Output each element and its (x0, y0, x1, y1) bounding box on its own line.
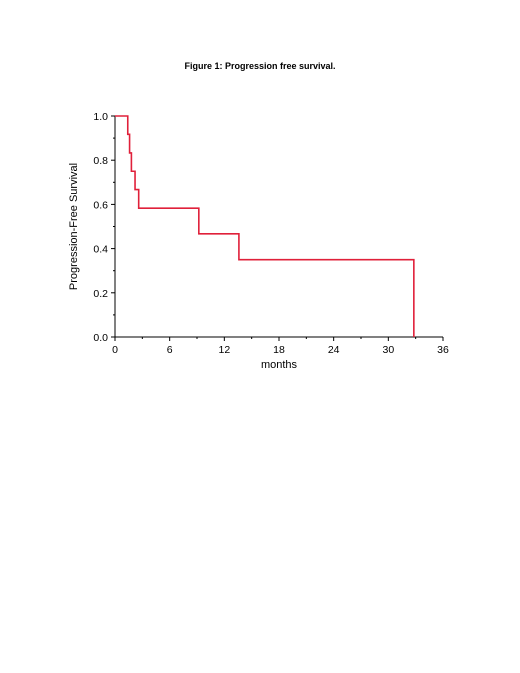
survival-curve-line (115, 115, 415, 337)
chart-ticks: 0 6 12 18 24 30 36 0.0 0.2 0.4 0.6 0.8 1.0 (93, 111, 449, 356)
y-tick-label: 0.6 (93, 199, 108, 211)
x-tick-label: 30 (382, 344, 394, 356)
x-tick-label: 12 (218, 344, 230, 356)
y-axis-label: Progression-Free Survival (68, 163, 80, 290)
y-tick-label: 0.4 (93, 244, 108, 256)
x-tick-label: 36 (437, 344, 449, 356)
x-tick-label: 0 (112, 344, 118, 356)
y-tick-label: 0.2 (93, 288, 108, 300)
x-tick-label: 18 (273, 344, 285, 356)
chart-curve (115, 115, 415, 337)
x-axis-label: months (261, 359, 298, 371)
y-tick-label: 1.0 (93, 111, 108, 123)
chart-axes (114, 116, 443, 338)
figure-title: Figure 1: Progression free survival. (184, 61, 336, 71)
x-tick-label: 24 (328, 344, 340, 356)
y-tick-label: 0.0 (93, 332, 108, 344)
y-tick-label: 0.8 (93, 155, 108, 167)
x-tick-label: 6 (167, 344, 173, 356)
